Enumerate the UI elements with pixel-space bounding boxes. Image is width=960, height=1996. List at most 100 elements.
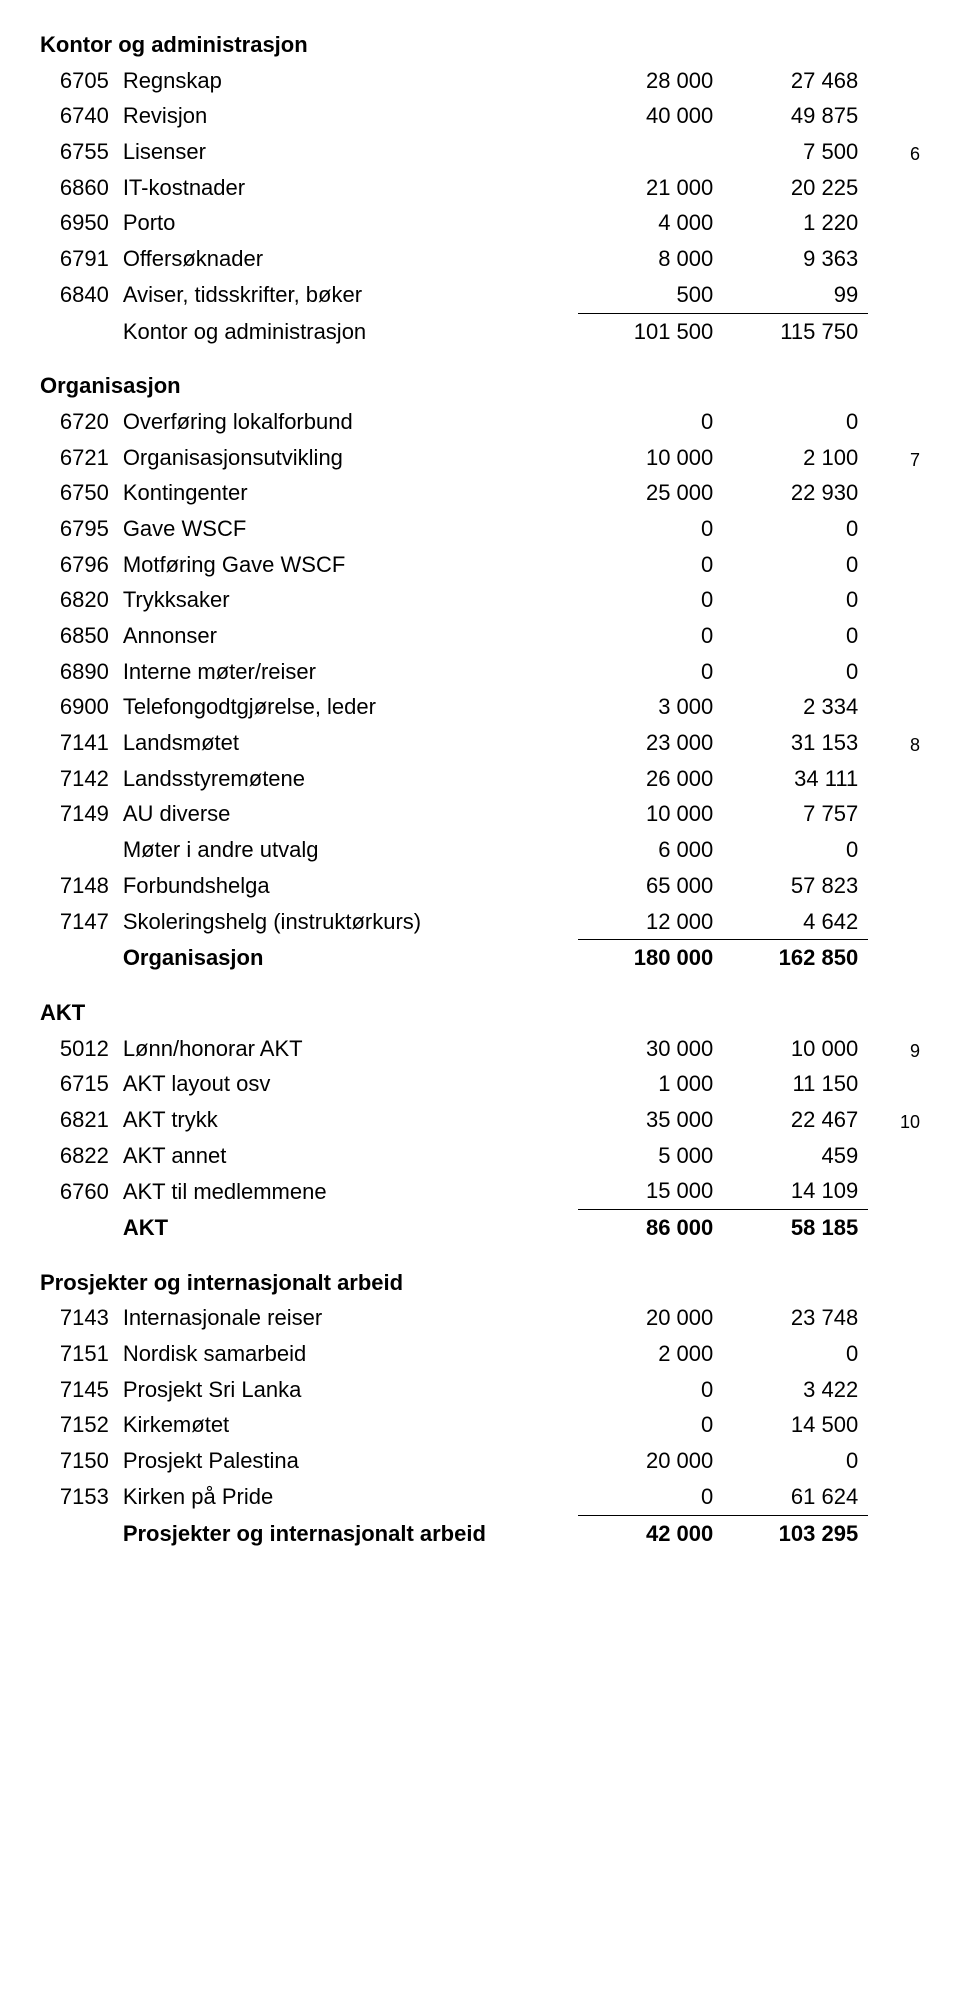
amount-b: 14 109 [723,1173,868,1209]
amount-b: 0 [723,511,868,547]
account-desc: Forbundshelga [123,868,579,904]
amount-a: 4 000 [578,205,723,241]
table-row: 5012Lønn/honorar AKT30 00010 0009 [40,1031,920,1067]
section-title-row: Organisasjon [40,349,920,404]
footnote-ref [868,1479,920,1515]
amount-a: 21 000 [578,170,723,206]
table-row: 6822AKT annet5 000459 [40,1138,920,1174]
table-row: 6796Motføring Gave WSCF00 [40,547,920,583]
amount-b: 99 [723,277,868,313]
amount-b: 23 748 [723,1300,868,1336]
account-desc: Lønn/honorar AKT [123,1031,579,1067]
table-row: 7142Landsstyremøtene26 00034 111 [40,761,920,797]
account-code [40,832,123,868]
section-title: Kontor og administrasjon [40,30,920,63]
footnote-ref: 9 [868,1031,920,1067]
footnote-ref [868,475,920,511]
table-row: 7143Internasjonale reiser20 00023 748 [40,1300,920,1336]
account-code: 6890 [40,654,123,690]
account-desc: AKT trykk [123,1102,579,1138]
table-row: 7147Skoleringshelg (instruktørkurs)12 00… [40,904,920,940]
footnote-ref [868,1336,920,1372]
amount-a: 5 000 [578,1138,723,1174]
account-desc: Aviser, tidsskrifter, bøker [123,277,579,313]
account-desc: Kontingenter [123,475,579,511]
amount-a: 15 000 [578,1173,723,1209]
footnote-ref [868,904,920,940]
amount-b: 0 [723,1336,868,1372]
amount-b: 22 930 [723,475,868,511]
account-code: 6755 [40,134,123,170]
table-row: Møter i andre utvalg6 0000 [40,832,920,868]
amount-a: 2 000 [578,1336,723,1372]
table-row: 6840Aviser, tidsskrifter, bøker50099 [40,277,920,313]
subtotal-pad [40,1210,123,1246]
subtotal-label: Organisasjon [123,940,579,976]
subtotal-note [868,1515,920,1551]
amount-b: 7 500 [723,134,868,170]
amount-a: 0 [578,1407,723,1443]
amount-a: 8 000 [578,241,723,277]
amount-a: 6 000 [578,832,723,868]
footnote-ref [868,1407,920,1443]
footnote-ref [868,277,920,313]
account-code: 6795 [40,511,123,547]
table-row: 6821AKT trykk35 00022 46710 [40,1102,920,1138]
footnote-ref [868,654,920,690]
amount-a: 0 [578,547,723,583]
footnote-ref [868,582,920,618]
account-code: 6796 [40,547,123,583]
account-desc: Landsstyremøtene [123,761,579,797]
table-row: 7151Nordisk samarbeid2 0000 [40,1336,920,1372]
subtotal-a: 86 000 [578,1210,723,1246]
amount-b: 3 422 [723,1372,868,1408]
amount-b: 20 225 [723,170,868,206]
account-code: 6740 [40,98,123,134]
subtotal-row: AKT86 00058 185 [40,1210,920,1246]
table-row: 6850Annonser00 [40,618,920,654]
footnote-ref [868,868,920,904]
amount-a: 25 000 [578,475,723,511]
footnote-ref [868,63,920,99]
account-desc: Interne møter/reiser [123,654,579,690]
table-row: 6720Overføring lokalforbund00 [40,404,920,440]
account-code: 6850 [40,618,123,654]
account-code: 7143 [40,1300,123,1336]
subtotal-b: 103 295 [723,1515,868,1551]
subtotal-a: 42 000 [578,1515,723,1551]
table-row: 7148Forbundshelga65 00057 823 [40,868,920,904]
amount-b: 2 100 [723,440,868,476]
account-desc: Prosjekt Palestina [123,1443,579,1479]
amount-b: 22 467 [723,1102,868,1138]
amount-a: 0 [578,1372,723,1408]
amount-a: 35 000 [578,1102,723,1138]
amount-a: 65 000 [578,868,723,904]
footnote-ref [868,1173,920,1209]
footnote-ref [868,832,920,868]
account-code: 7152 [40,1407,123,1443]
amount-b: 0 [723,832,868,868]
amount-a: 10 000 [578,796,723,832]
subtotal-row: Prosjekter og internasjonalt arbeid42 00… [40,1515,920,1551]
account-desc: Prosjekt Sri Lanka [123,1372,579,1408]
account-code: 5012 [40,1031,123,1067]
table-row: 6740Revisjon40 00049 875 [40,98,920,134]
account-code: 6750 [40,475,123,511]
footnote-ref [868,1138,920,1174]
amount-a: 20 000 [578,1443,723,1479]
footnote-ref [868,170,920,206]
account-code: 7142 [40,761,123,797]
table-row: 6791Offersøknader8 0009 363 [40,241,920,277]
account-code: 6860 [40,170,123,206]
amount-b: 57 823 [723,868,868,904]
table-row: 7141Landsmøtet23 00031 1538 [40,725,920,761]
subtotal-note [868,313,920,349]
section-title-row: Prosjekter og internasjonalt arbeid [40,1246,920,1301]
amount-a: 0 [578,654,723,690]
footnote-ref: 10 [868,1102,920,1138]
table-row: 6860IT-kostnader21 00020 225 [40,170,920,206]
footnote-ref [868,98,920,134]
table-row: 7150Prosjekt Palestina20 0000 [40,1443,920,1479]
table-row: 7152Kirkemøtet014 500 [40,1407,920,1443]
footnote-ref [868,618,920,654]
